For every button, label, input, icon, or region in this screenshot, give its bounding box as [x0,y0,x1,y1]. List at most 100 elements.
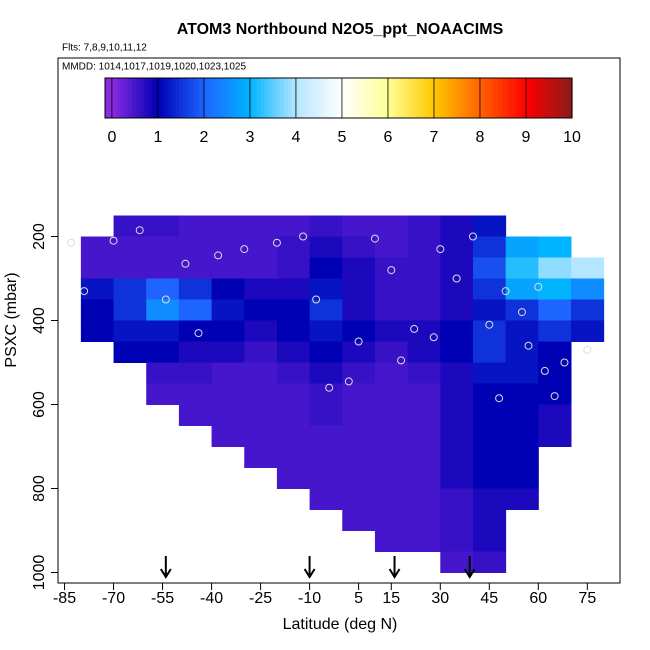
heat-cell [113,299,147,321]
colorbar-swatch [552,78,558,118]
heat-cell [309,278,343,300]
colorbar-swatch [136,78,141,118]
x-tick-label: -10 [298,590,321,607]
colorbar-swatch [560,78,565,118]
colorbar-swatch [299,78,305,118]
colorbar-swatch [233,78,238,118]
heat-cell [211,299,245,321]
colorbar-swatch [167,78,172,118]
colorbar-swatch [564,78,569,118]
heat-cell [113,278,147,300]
x-tick-label: 30 [431,590,449,607]
sample-point [312,295,321,304]
heat-cell [374,362,409,384]
colorbar-swatch [217,78,223,118]
heat-cell [244,320,278,342]
heat-cell [440,530,474,552]
arrow [159,556,172,579]
heat-cell [342,488,376,510]
heat-cell [342,236,376,258]
x-tick-label: 75 [578,590,596,607]
heat-cell [244,341,278,363]
sample-point [540,366,549,375]
heat-cell [538,257,572,279]
heat-cell [146,320,180,342]
heat-cell [374,299,409,321]
heat-cell [505,257,539,279]
heat-cell [178,362,213,384]
heat-cell [407,362,441,384]
colorbar-swatch [513,78,519,118]
heat-cell [440,236,474,258]
x-tick-label: 45 [480,590,498,607]
heat-cell [342,257,376,279]
colorbar-swatch [194,78,199,118]
heat-cell [570,257,605,279]
arrow [388,556,401,579]
heat-cell [80,299,115,321]
heat-cell [407,467,441,489]
colorbar-swatch [260,78,266,118]
heat-cell [211,404,245,426]
heat-cell [407,488,441,510]
heat-cell [178,404,213,426]
heat-cell [505,467,539,489]
colorbar-swatch [451,78,456,118]
colorbar-swatch [163,78,168,118]
heat-cell [472,362,507,384]
colorbar-swatch [237,78,242,118]
sample-point [214,251,223,260]
sample-point [468,232,477,241]
heat-cell [505,383,539,405]
sample-point [501,287,510,296]
colorbar-swatch [365,78,371,118]
heat-cell [472,530,507,552]
sample-point [429,333,438,342]
heat-cell [440,320,474,342]
heat-cell [374,236,409,258]
colorbar-swatch [213,78,219,118]
heat-cell [505,362,539,384]
sample-point [161,295,170,304]
heat-cell [472,425,507,447]
heat-cell [342,299,376,321]
colorbar-swatch [334,78,340,118]
heat-cell [407,320,441,342]
heat-cell [472,215,507,237]
heat-cell [505,488,539,510]
heat-cell [440,551,474,573]
heat-cell [374,509,409,531]
heat-cell [374,278,409,300]
heat-cell [472,257,507,279]
heat-cell [244,257,278,279]
colorbar-swatch [105,78,110,118]
colorbar-swatch [533,78,538,118]
heat-cell [309,362,343,384]
heat-cell [276,362,311,384]
sample-point [272,238,281,247]
heat-cell [570,320,605,342]
colorbar-swatch [229,78,235,118]
y-tick-label: 800 [31,475,48,502]
colorbar-swatch [159,78,164,118]
colorbar-swatch [311,78,316,118]
colorbar-swatch [447,78,452,118]
y-tick-label: 200 [31,223,48,250]
colorbar-swatch [525,78,530,118]
colorbar-swatch [517,78,523,118]
y-axis-label: PSXC (mbar) [3,272,20,367]
colorbar-tick-label: 1 [153,129,162,146]
colorbar-swatch [385,78,390,118]
colorbar-swatch [416,78,421,118]
heat-cell [113,257,147,279]
colorbar-swatch [443,78,449,118]
colorbar-tick-label: 7 [430,129,439,146]
colorbar-swatch [357,78,363,118]
heat-cell [374,530,409,552]
colorbar-swatch [354,78,359,118]
colorbar-swatch [198,78,203,118]
x-tick-label: -85 [53,590,76,607]
colorbar-swatch [319,78,324,118]
heat-cell [342,320,376,342]
heat-cell [178,299,213,321]
